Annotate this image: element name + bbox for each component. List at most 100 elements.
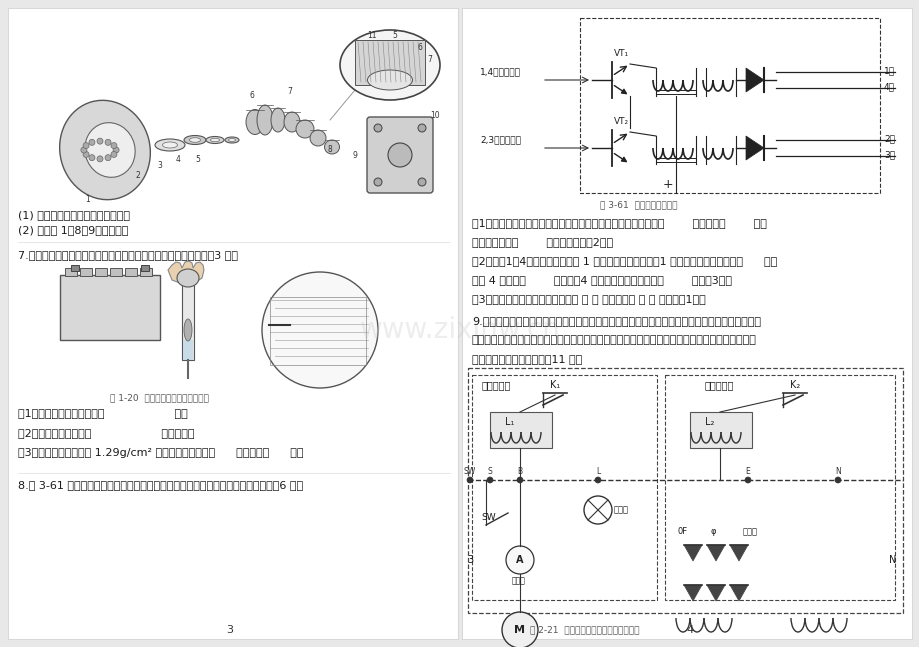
Ellipse shape: [296, 120, 313, 138]
Bar: [182, 280, 194, 360]
Circle shape: [96, 138, 103, 144]
Circle shape: [388, 143, 412, 167]
Bar: [461, 8, 911, 639]
Text: 1,4缸触发信号: 1,4缸触发信号: [480, 67, 520, 76]
Bar: [490, 412, 551, 448]
Text: （三）: （三）: [613, 505, 629, 514]
Polygon shape: [683, 545, 701, 561]
Polygon shape: [683, 585, 701, 601]
Text: 图 1-20  测量电解液相对密度和温度: 图 1-20 测量电解液相对密度和温度: [110, 393, 209, 402]
Text: 4缸: 4缸: [883, 82, 894, 91]
Polygon shape: [745, 68, 763, 92]
Bar: [71, 265, 79, 271]
Text: 6: 6: [417, 43, 422, 52]
Text: M: M: [514, 625, 525, 635]
Text: 1缸: 1缸: [883, 66, 894, 75]
Text: A: A: [516, 555, 523, 565]
Bar: [110, 268, 122, 276]
Text: （3）一般发动机的点火顺序为（－ － － －）或（－ － － －）。（1分）: （3）一般发动机的点火顺序为（－ － － －）或（－ － － －）。（1分）: [471, 294, 705, 304]
Bar: [80, 268, 92, 276]
Circle shape: [502, 612, 538, 647]
Circle shape: [111, 142, 117, 149]
Circle shape: [417, 124, 425, 132]
Text: （一）: （一）: [743, 527, 757, 536]
Text: L₂: L₂: [705, 417, 714, 427]
Text: E: E: [744, 468, 750, 476]
Text: 3: 3: [467, 555, 472, 565]
Bar: [355, 40, 425, 85]
Circle shape: [89, 155, 95, 160]
Circle shape: [505, 546, 533, 574]
Text: 5: 5: [196, 155, 200, 164]
Text: SW: SW: [463, 468, 476, 476]
Text: 3: 3: [226, 625, 233, 635]
Text: （3）当电解液液位置于 1.29g/cm² 时说明电解液密度（      ）；电量（      ）。: （3）当电解液液位置于 1.29g/cm² 时说明电解液密度（ ）；电量（ ）。: [18, 448, 303, 458]
Polygon shape: [745, 136, 763, 160]
Ellipse shape: [324, 140, 339, 154]
Text: 4: 4: [176, 155, 180, 164]
Bar: [65, 268, 77, 276]
Text: VT₂: VT₂: [613, 118, 629, 127]
Text: 10: 10: [430, 111, 439, 120]
Text: L: L: [596, 468, 599, 476]
Text: 9: 9: [352, 151, 357, 160]
Text: 火，而此图为（        ）点火方式。（2分）: 火，而此图为（ ）点火方式。（2分）: [471, 237, 612, 247]
Ellipse shape: [85, 123, 135, 177]
Bar: [141, 265, 149, 271]
Ellipse shape: [367, 70, 412, 90]
Bar: [269, 297, 366, 365]
Text: 图 2-21  起动复合继电器控制起动系电路: 图 2-21 起动复合继电器控制起动系电路: [529, 625, 639, 634]
Text: (1) 图中所示是什么型式的万向节。: (1) 图中所示是什么型式的万向节。: [18, 210, 130, 220]
Text: 9.为了在发动机起动后，使起动机自动停转并保证不再接通起动机电路，采用了具有安全驱动保护: 9.为了在发动机起动后，使起动机自动停转并保证不再接通起动机电路，采用了具有安全…: [471, 316, 760, 326]
Ellipse shape: [284, 112, 300, 132]
Ellipse shape: [245, 109, 264, 135]
Ellipse shape: [271, 108, 285, 132]
Ellipse shape: [256, 105, 273, 135]
Ellipse shape: [189, 138, 200, 142]
Ellipse shape: [206, 137, 223, 144]
Text: 0F: 0F: [677, 527, 687, 536]
Circle shape: [105, 139, 111, 146]
Bar: [8, 8, 458, 639]
Ellipse shape: [228, 138, 235, 142]
Circle shape: [262, 272, 378, 388]
Text: 图 3-61  点火线圈配电方式: 图 3-61 点火线圈配电方式: [599, 200, 676, 209]
FancyBboxPatch shape: [367, 117, 433, 193]
Text: K₂: K₂: [789, 380, 800, 390]
Text: 起动继电器: 起动继电器: [482, 380, 511, 390]
Text: 1: 1: [85, 195, 90, 204]
Circle shape: [105, 155, 111, 160]
Circle shape: [516, 477, 522, 483]
Text: www.zixinw.cn: www.zixinw.cn: [359, 316, 560, 344]
Text: （对）: （对）: [512, 576, 526, 585]
Text: N: N: [889, 555, 896, 565]
Bar: [183, 340, 193, 360]
Ellipse shape: [60, 100, 150, 200]
Circle shape: [113, 147, 119, 153]
Text: 3: 3: [157, 160, 163, 170]
Text: B: B: [516, 468, 522, 476]
Ellipse shape: [310, 130, 325, 146]
Text: (2) 请标出 1、8、9、的名称。: (2) 请标出 1、8、9、的名称。: [18, 225, 129, 235]
Polygon shape: [706, 545, 724, 561]
Circle shape: [83, 142, 89, 149]
Ellipse shape: [176, 269, 199, 287]
Circle shape: [595, 477, 600, 483]
Polygon shape: [729, 585, 747, 601]
Text: 同时 4 缸处于（        ）行程，4 缸点火产生的火花称为（        ）。（3分）: 同时 4 缸处于（ ）行程，4 缸点火产生的火花称为（ ）。（3分）: [471, 275, 732, 285]
Circle shape: [111, 151, 117, 157]
Text: 7.此图为测量电解液密度演示图，根据图中操作回答下列问题。（3 分）: 7.此图为测量电解液密度演示图，根据图中操作回答下列问题。（3 分）: [18, 250, 238, 260]
Text: 2缸: 2缸: [883, 134, 894, 143]
Text: （1）无分电器计算机控制点火系统按照高压配电方式不同分有（        ）点火和（        ）点: （1）无分电器计算机控制点火系统按照高压配电方式不同分有（ ）点火和（ ）点: [471, 218, 766, 228]
Ellipse shape: [210, 138, 220, 142]
Bar: [125, 268, 137, 276]
Text: L₁: L₁: [505, 417, 514, 427]
Text: N: N: [834, 468, 840, 476]
Text: VT₁: VT₁: [613, 50, 629, 58]
Circle shape: [81, 147, 86, 153]
Text: 11: 11: [367, 30, 377, 39]
Text: 2,3缸触发信号: 2,3缸触发信号: [480, 135, 520, 144]
Text: （2）图中1、4缸同时点火，其中 1 缸处于压缩上止点时，1 缸点火产生的火花称为（      ），: （2）图中1、4缸同时点火，其中 1 缸处于压缩上止点时，1 缸点火产生的火花称…: [471, 256, 777, 266]
Text: 3缸: 3缸: [883, 150, 894, 159]
Ellipse shape: [340, 30, 439, 100]
